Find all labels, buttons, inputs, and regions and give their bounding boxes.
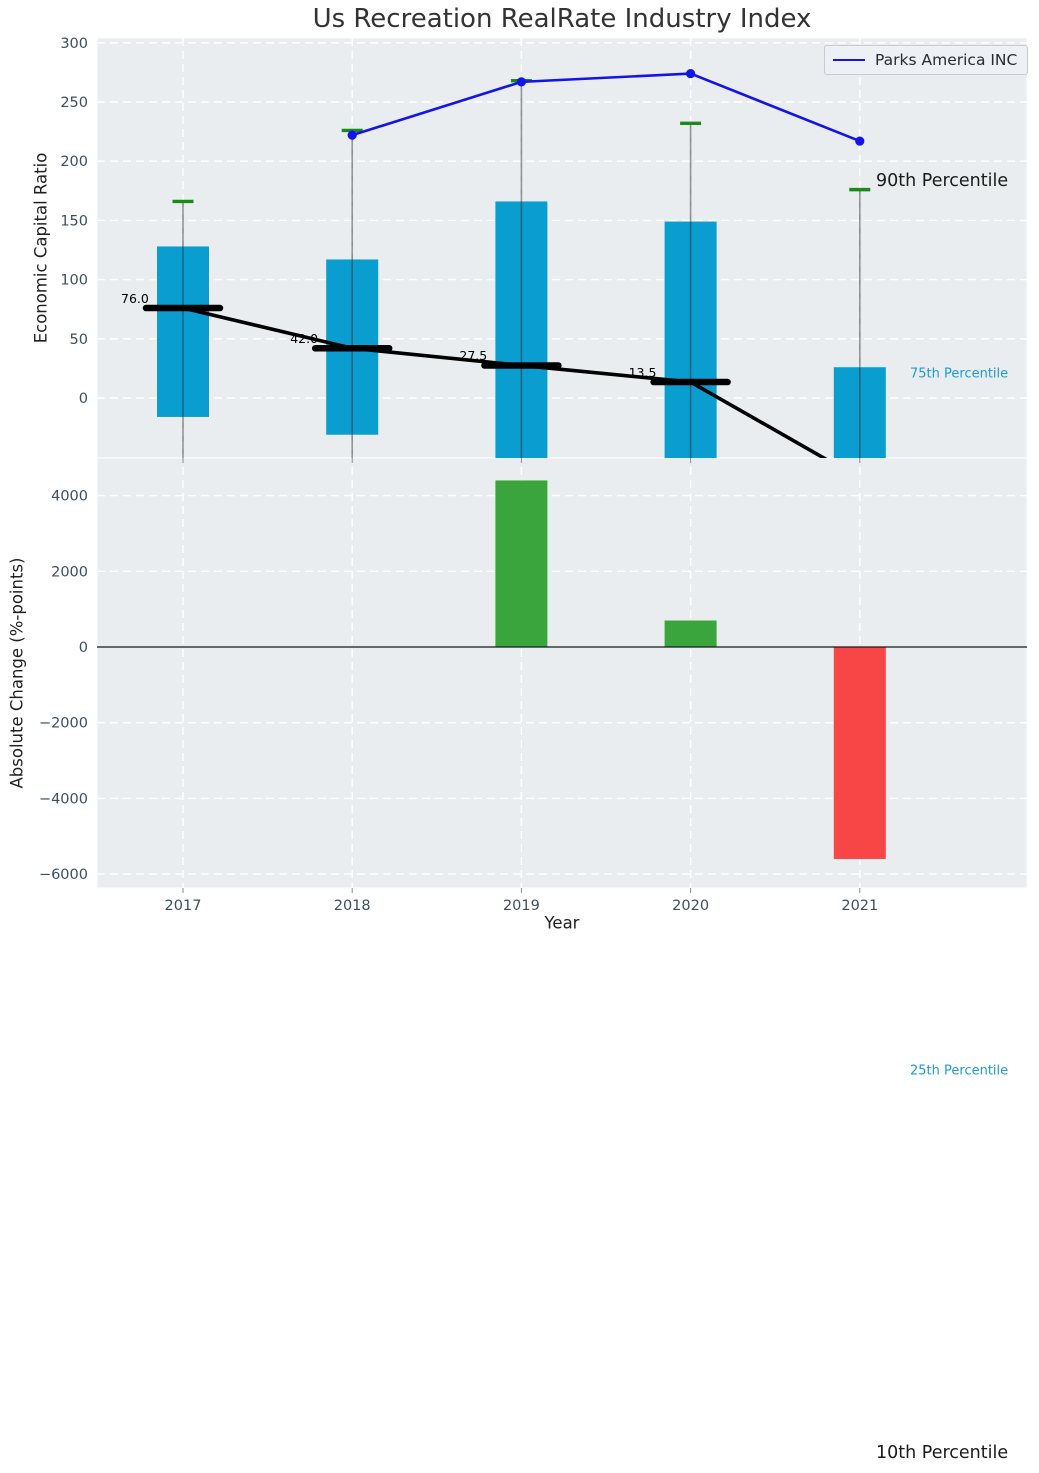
ytick-top-0: 0: [79, 391, 88, 407]
xtick-label-2019: 2019: [503, 898, 540, 914]
ytick-top-200: 200: [60, 154, 88, 170]
legend-line-swatch: [833, 59, 865, 61]
change-bar-2019: [495, 480, 548, 647]
ytick-bottom-4000: 4000: [51, 489, 88, 505]
ytick-top-100: 100: [60, 273, 88, 289]
parks-line: [351, 72, 861, 143]
parks-marker-2019: [516, 77, 527, 87]
legend: Parks America INC: [824, 45, 1029, 75]
ytick-bottom-0: 0: [79, 640, 88, 656]
parks-marker-2018: [347, 130, 357, 140]
top-plot-group: [142, 68, 886, 458]
ytick-top-50: 50: [70, 332, 88, 348]
ytick-bottom-2000: 2000: [51, 564, 88, 580]
annotation-25th-percentile: 25th Percentile: [910, 1063, 1009, 1079]
change-bar-2021: [833, 647, 886, 859]
annotation-10th-percentile: 10th Percentile: [876, 1442, 1009, 1463]
annotation-90th-percentile: 90th Percentile: [876, 170, 1009, 191]
xtick-label-2017: 2017: [165, 898, 202, 914]
median-value-label-2018: 42.0: [290, 331, 319, 347]
ytick-top-150: 150: [60, 213, 88, 229]
chart-title: Us Recreation RealRate Industry Index: [312, 4, 812, 34]
median-value-label-2020: 13.5: [628, 365, 657, 381]
plot-area-bottom: [96, 457, 1028, 889]
ytick-bottom--2000: −2000: [39, 716, 88, 732]
parks-marker-2021: [855, 136, 865, 146]
ytick-bottom--4000: −4000: [39, 791, 88, 807]
annotation-75th-percentile: 75th Percentile: [910, 366, 1009, 382]
xtick-label-2020: 2020: [672, 898, 709, 914]
x-axis-label: Year: [544, 913, 580, 933]
xtick-label-2021: 2021: [841, 898, 878, 914]
median-value-label-2019: 27.5: [459, 348, 488, 364]
parks-marker-2020: [686, 68, 696, 79]
top-y-axis-label: Economic Capital Ratio: [31, 152, 51, 344]
ytick-top-250: 250: [60, 95, 88, 111]
median-value-label-2017: 76.0: [121, 291, 149, 307]
ytick-bottom--6000: −6000: [39, 867, 88, 883]
ytick-top-300: 300: [60, 36, 88, 52]
xtick-label-2018: 2018: [334, 898, 371, 914]
change-bar-2020: [664, 620, 717, 647]
bottom-y-axis-label: Absolute Change (%-points): [7, 557, 27, 789]
legend-label: Parks America INC: [875, 51, 1018, 69]
plot-area-top: [96, 37, 1028, 459]
